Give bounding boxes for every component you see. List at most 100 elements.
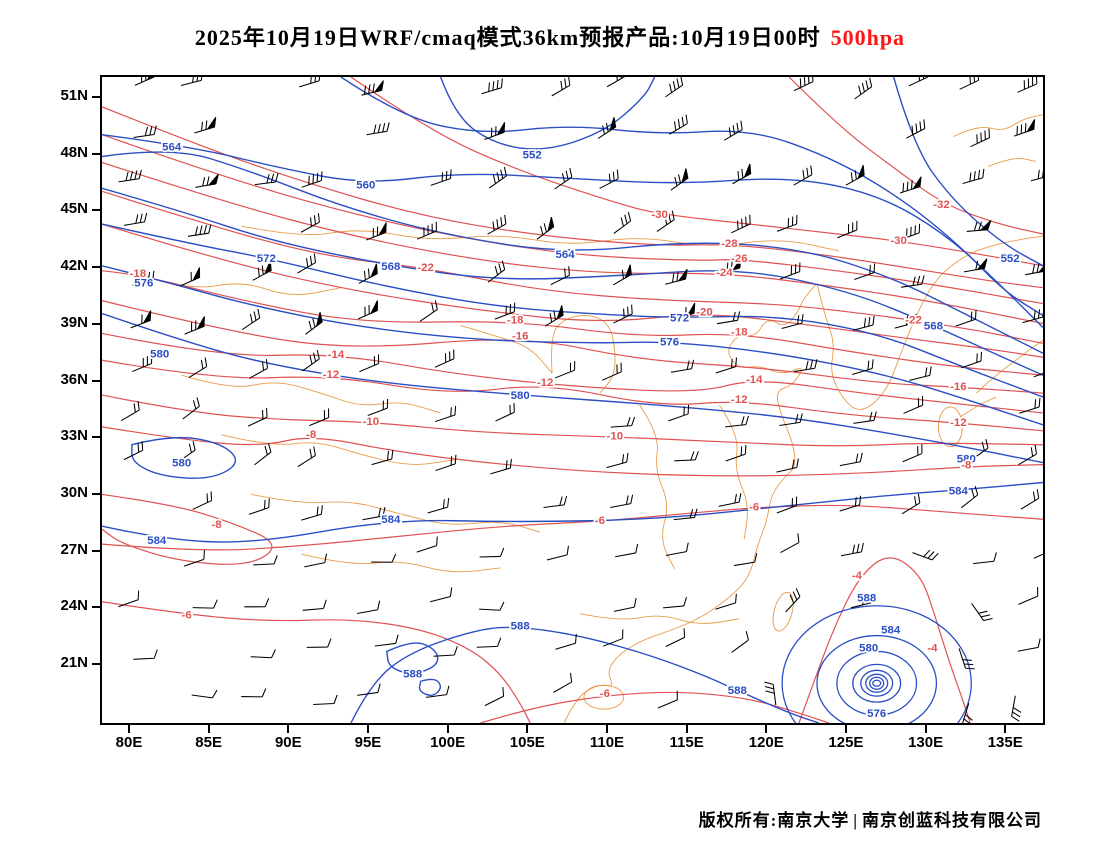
wind-barb [366,122,390,136]
wind-barb [719,257,742,275]
wind-barb [657,690,678,709]
temp-contour-label: -22 [417,262,434,274]
wind-barb [302,599,327,611]
wind-barb [1033,540,1043,559]
wind-barb [132,354,153,373]
y-axis-tick-label: 36N [60,370,88,388]
wind-barb [606,77,626,88]
wind-barb [606,453,629,469]
wind-barb [484,122,506,141]
temp-contour-label: -30 [890,235,907,247]
wind-barb [781,314,804,330]
wind-barb [668,404,690,422]
y-axis-tick-label: 48N [60,143,88,161]
wind-barb [374,634,399,647]
cyclone-ring [869,676,885,690]
wind-barb [601,362,622,381]
temp-contour [350,77,1043,267]
wind-barb [665,269,688,285]
x-axis-tickmark [605,725,608,733]
temp-contour-label: -8 [211,519,222,531]
wind-barb [901,493,921,515]
y-axis-tick-label: 33N [60,427,88,445]
wind-barb [192,491,213,510]
height-contour-label: 576 [660,336,679,348]
height-contour-label: 568 [924,320,944,332]
wind-barb [248,498,270,515]
wind-barb [118,169,142,183]
wind-barb [1017,638,1041,652]
coastline-path [975,339,1043,394]
x-axis-tickmark [924,725,927,733]
x-axis-tick-label: 135E [987,734,1023,751]
y-axis-tick-label: 51N [60,87,88,104]
temp-contour-label: -18 [130,268,147,280]
y-axis-tickmark [92,96,100,98]
wind-barb [550,266,570,286]
wind-barb [133,125,157,139]
wind-barb [610,416,636,428]
height-contour [102,223,1043,398]
wind-barb [180,267,201,287]
wind-barb [963,258,988,273]
coastline-path [816,235,1043,410]
height-contour [102,133,1043,328]
y-axis-tickmark [92,549,100,552]
wind-barb [785,588,801,613]
island-outline [772,591,794,632]
temp-contour-label: -12 [323,369,340,381]
wind-barb [1018,444,1037,466]
wind-barb [123,212,148,226]
temp-contour-label: -18 [507,314,524,326]
wind-barb [794,359,818,373]
forecast-title-text: 2025年10月19日WRF/cmaq模式36km预报产品:10月19日00时 [194,25,821,50]
temp-contour-label: -14 [746,374,763,386]
wind-barb [973,552,997,565]
x-axis-tick-label: 125E [828,734,864,751]
wind-barb [371,449,394,466]
wind-barb [430,169,452,186]
wind-barb [901,275,925,288]
wind-barb [902,444,923,463]
wind-barb [120,400,140,422]
temp-contour-label: -22 [905,314,922,326]
wind-barb [479,547,505,558]
wind-barb [1017,77,1038,93]
wind-barb [304,553,328,568]
copyright-separator: | [853,811,858,830]
copyright-footer: 版权所有:南京大学 | 南京创蓝科技有限公司 [699,806,1042,831]
x-axis-tickmark [1004,725,1007,733]
wind-barb [490,458,512,475]
height-contour [439,77,656,150]
pressure-level-label: 500hpa [830,25,906,50]
wind-barb [662,597,688,609]
wind-barb [244,598,270,608]
y-axis-tickmark [92,492,100,495]
wind-barb [674,302,696,321]
y-axis-tickmark [92,266,100,269]
cyclone-ring [860,669,894,697]
wind-barb [732,163,752,185]
temp-contour-label: -10 [363,416,380,428]
wind-barb [241,688,267,698]
wind-barb [416,221,437,240]
wind-barb [776,214,798,232]
height-contour-label: 576 [867,708,886,720]
wind-barb [780,533,800,554]
wind-barb [184,316,205,335]
coastline-path [551,314,616,394]
wind-barb [182,397,200,420]
temp-contour-label: -4 [927,642,938,654]
wind-barb [839,452,863,467]
y-axis-tickmark [92,152,100,155]
wind-barb [297,446,316,468]
temp-contour [102,426,1043,477]
wind-barb [359,354,380,373]
height-contour [418,678,442,696]
wind-barb [894,313,917,329]
temp-contour [102,504,1043,551]
temp-contour-label: -14 [328,349,345,361]
x-axis-tickmark [128,725,130,733]
wind-barb [299,77,321,88]
wind-barb [613,304,633,324]
